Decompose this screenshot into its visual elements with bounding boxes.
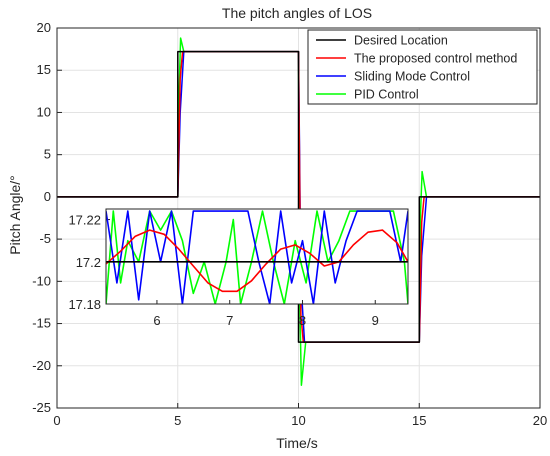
x-tick-label: 15	[412, 413, 426, 428]
series-line-the-proposed-control-method	[57, 50, 540, 343]
y-tick-label: -15	[32, 316, 51, 331]
legend-label: The proposed control method	[354, 52, 517, 66]
x-tick-label: 10	[291, 413, 305, 428]
y-tick-label: -25	[32, 400, 51, 415]
y-tick-label: 0	[44, 189, 51, 204]
y-tick-label: -10	[32, 273, 51, 288]
inset-plot: 6 7 8 9 17.18 17.2 17.22	[68, 208, 409, 328]
legend: Desired Location The proposed control met…	[307, 29, 538, 105]
inset-x-tick-label: 6	[153, 313, 160, 328]
x-tick-label: 5	[174, 413, 181, 428]
series-line-desired-location	[57, 50, 540, 343]
y-tick-label: -20	[32, 358, 51, 373]
inset-y-tick-label: 17.22	[68, 213, 101, 228]
legend-box	[307, 29, 538, 105]
legend-label: Sliding Mode Control	[354, 70, 470, 84]
inset-series-line-the-proposed-control-method	[106, 229, 408, 293]
chart-title: The pitch angles of LOS	[222, 5, 372, 21]
y-axis-label: Pitch Angle/°	[7, 175, 23, 255]
inset-series	[106, 210, 408, 304]
plot-frame	[56, 27, 541, 409]
inset-frame	[105, 208, 409, 305]
legend-label: Desired Location	[354, 34, 448, 48]
x-axis-label: Time/s	[276, 435, 317, 451]
y-tick-label: -5	[39, 231, 51, 246]
inset-y-tick-label: 17.2	[76, 255, 101, 270]
x-tick-label: 20	[533, 413, 547, 428]
x-tick-label: 0	[53, 413, 60, 428]
y-tick-label: 5	[44, 147, 51, 162]
inset-x-tick-label: 9	[372, 313, 379, 328]
y-tick-label: 10	[37, 104, 51, 119]
y-tick-label: 15	[37, 62, 51, 77]
legend-label: PID Control	[354, 88, 419, 102]
inset-x-tick-label: 7	[226, 313, 233, 328]
y-tick-label: 20	[37, 20, 51, 35]
inset-y-tick-label: 17.18	[68, 297, 101, 312]
inset-x-tick-label: 8	[299, 313, 306, 328]
